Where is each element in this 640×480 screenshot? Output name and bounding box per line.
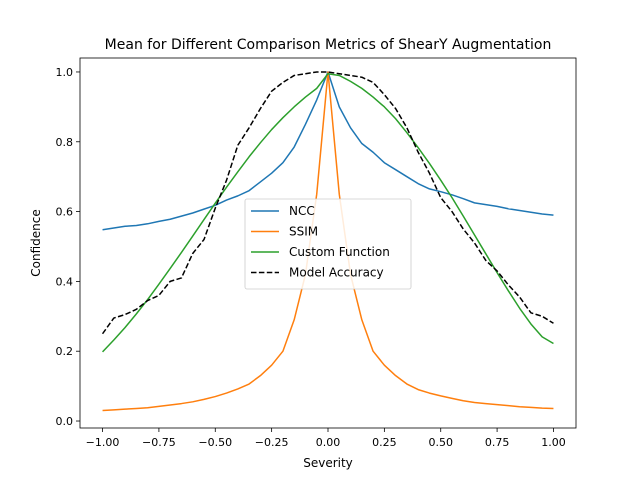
legend-box: [244, 198, 412, 290]
x-axis: −1.00 −0.75 −0.50 −0.25 0.00 0.25 0.50 0.75 1.00: [86, 428, 566, 449]
y-tick-label: 0.2: [56, 345, 74, 358]
y-tick-label: 0.8: [56, 136, 74, 149]
y-tick-label: 0.0: [56, 415, 74, 428]
x-tick-label: 0.25: [372, 436, 397, 449]
y-axis: 0.0 0.2 0.4 0.6 0.8 1.0: [56, 66, 80, 428]
series-line-1: [102, 71, 554, 412]
plot-area: [101, 71, 554, 412]
series-line-2: [102, 72, 554, 353]
x-tick-label: −0.75: [142, 436, 176, 449]
y-tick-label: 0.4: [56, 275, 74, 288]
x-tick-label: −0.50: [198, 436, 232, 449]
y-axis-label: Confidence: [29, 209, 43, 276]
chart-title: Mean for Different Comparison Metrics of…: [105, 37, 552, 53]
legend-label: Custom Function: [289, 245, 390, 259]
chart-legend: NCC SSIM Custom Function Model Accuracy: [244, 198, 412, 290]
x-tick-label: 0.50: [428, 436, 453, 449]
x-tick-label: 1.00: [541, 436, 566, 449]
x-tick-label: −0.25: [255, 436, 289, 449]
x-tick-label: 0.00: [316, 436, 341, 449]
legend-label: NCC: [289, 204, 315, 218]
x-tick-label: −1.00: [86, 436, 120, 449]
x-axis-label: Severity: [303, 456, 353, 470]
series-line-3: [101, 71, 554, 335]
y-tick-label: 0.6: [56, 206, 74, 219]
legend-label: Model Accuracy: [289, 266, 384, 280]
legend-label: SSIM: [289, 225, 318, 239]
y-tick-label: 1.0: [56, 66, 74, 79]
x-tick-label: 0.75: [485, 436, 510, 449]
